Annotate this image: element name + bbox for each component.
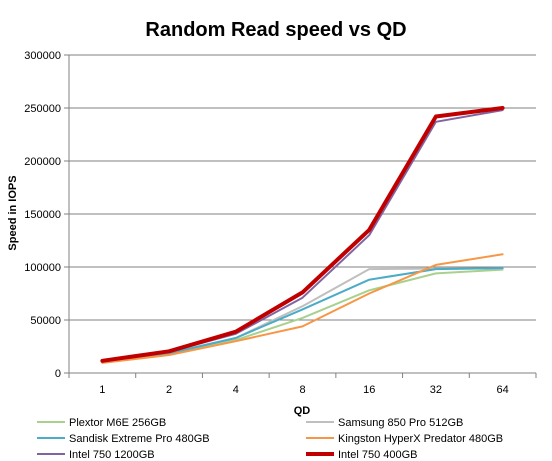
axes (64, 54, 537, 378)
y-tick-label: 150000 (24, 209, 61, 221)
legend-label: Intel 750 400GB (338, 449, 418, 461)
y-tick-label: 50000 (30, 315, 61, 327)
y-tick-labels: 0 50000 100000 150000 200000 250000 300000 (24, 50, 61, 380)
y-tick-label: 0 (55, 368, 61, 380)
x-tick-labels: 1 2 4 8 16 32 64 (99, 384, 508, 396)
series-line-samsung-850-pro-512gb (101, 267, 504, 363)
series-line-intel-750-1200gb (101, 109, 504, 363)
series-lines (100, 106, 505, 364)
legend-label: Intel 750 1200GB (69, 449, 155, 461)
series-line-sandisk-extreme-pro-480gb (101, 267, 504, 363)
legend-label: Samsung 850 Pro 512GB (338, 417, 463, 429)
legend-item: Sandisk Extreme Pro 480GB (37, 433, 210, 445)
y-tick-label: 100000 (24, 262, 61, 274)
series-line-intel-750-400gb (100, 106, 505, 363)
legend-item: Plextor M6E 256GB (37, 417, 166, 429)
series-line-kingston-hyperx-predator-480gb (101, 253, 504, 364)
x-tick-label: 4 (233, 384, 239, 396)
legend-item: Intel 750 400GB (306, 449, 418, 461)
x-tick-label: 16 (363, 384, 375, 396)
legend: Plextor M6E 256GB Samsung 850 Pro 512GB Sa… (37, 417, 503, 461)
chart-title: Random Read speed vs QD (145, 19, 406, 41)
series-line-plextor-m6e-256gb (101, 268, 504, 363)
x-tick-label: 64 (497, 384, 509, 396)
y-tick-label: 250000 (24, 103, 61, 115)
x-tick-label: 8 (299, 384, 305, 396)
x-tick-label: 2 (166, 384, 172, 396)
x-axis-label: QD (294, 405, 311, 417)
y-axis-label: Speed in IOPS (7, 175, 19, 250)
legend-label: Kingston HyperX Predator 480GB (338, 433, 503, 445)
legend-label: Plextor M6E 256GB (69, 417, 166, 429)
x-tick-label: 1 (99, 384, 105, 396)
legend-item: Intel 750 1200GB (37, 449, 155, 461)
y-tick-label: 300000 (24, 50, 61, 62)
grid (69, 54, 536, 321)
x-tick-label: 32 (430, 384, 442, 396)
legend-item: Kingston HyperX Predator 480GB (306, 433, 503, 445)
legend-item: Samsung 850 Pro 512GB (306, 417, 463, 429)
y-tick-label: 200000 (24, 156, 61, 168)
legend-label: Sandisk Extreme Pro 480GB (69, 433, 210, 445)
